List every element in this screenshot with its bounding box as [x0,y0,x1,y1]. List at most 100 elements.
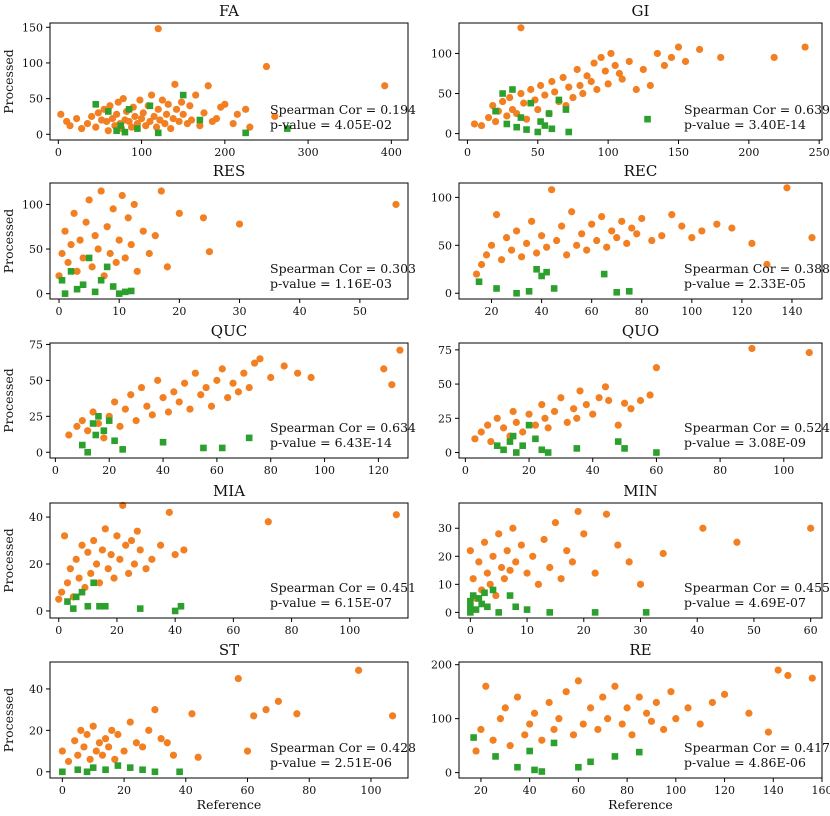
point-orange [784,671,792,680]
point-orange [213,376,221,384]
point-orange [103,223,111,231]
point-orange [590,59,598,67]
point-green [79,441,86,449]
point-orange [205,248,214,256]
point-green [519,442,526,449]
point-orange [658,232,666,240]
point-orange [525,410,533,418]
point-orange [648,236,656,245]
spearman-correlation: Spearman Cor = 0.194 [270,102,416,117]
point-orange [480,538,489,546]
panel-title: RE [629,641,651,659]
point-orange [541,91,549,99]
axes-frame [49,342,409,459]
panel-gi: GI 0 50 100 150 200 250 0 50 100 Spearman Cor = 0.… [431,2,830,159]
axes-frame [49,22,409,141]
y-tick-label: 100 [22,57,43,70]
point-orange [77,726,85,734]
point-orange [72,555,80,563]
point-orange [154,376,162,384]
point-orange [578,230,586,238]
point-orange [180,546,188,554]
p-value: p-value = 4.05E-02 [270,117,392,132]
point-green [176,768,183,776]
panel-title: QUC [211,322,247,340]
x-tick-label: 140 [763,784,784,797]
point-orange [66,565,74,573]
point-orange [466,547,474,555]
point-orange [583,72,591,80]
point-green [534,128,542,136]
point-orange [628,224,636,232]
point-green [100,427,108,434]
point-orange [509,407,517,416]
point-orange [538,736,546,744]
point-orange [147,91,156,99]
point-orange [242,105,250,113]
point-orange [163,739,171,747]
point-orange [489,552,497,560]
point-green [134,125,141,132]
point-orange [151,706,159,714]
spearman-correlation: Spearman Cor = 0.428 [270,740,416,755]
point-orange [594,725,602,734]
point-orange [171,80,179,88]
point-green [513,289,520,297]
point-orange [538,232,546,240]
point-orange [97,187,105,195]
point-green [562,106,570,113]
point-orange [527,85,535,94]
point-orange [274,697,282,705]
x-tick-label: 60 [210,464,224,477]
point-orange [570,405,578,413]
point-orange [574,507,582,516]
spearman-correlation: Spearman Cor = 0.451 [270,580,416,595]
point-orange [717,53,725,62]
x-tick-label: 0 [59,784,66,797]
point-green [91,288,99,296]
point-green [625,288,633,295]
point-orange [534,580,543,588]
point-orange [92,123,100,131]
point-green [475,278,483,286]
point-green [105,417,113,424]
point-orange [489,101,497,110]
y-tick-label: 40 [29,683,43,696]
point-orange [83,730,91,739]
point-orange [482,682,490,690]
point-orange [593,85,601,94]
point-green [506,592,514,599]
point-green [179,91,187,99]
point-orange [733,538,741,546]
point-orange [587,77,595,86]
p-value: p-value = 6.15E-07 [270,595,392,610]
y-tick-label: 0 [445,287,452,300]
point-orange [154,25,162,33]
point-orange [491,117,500,126]
point-orange [540,535,548,544]
panel-title: MIN [623,482,657,500]
point-orange [73,114,81,123]
point-orange [159,394,167,402]
point-orange [593,236,601,245]
point-orange [557,575,565,583]
point-orange [695,45,704,54]
point-orange [748,239,756,247]
point-orange [608,227,616,235]
point-orange [638,214,646,223]
point-green [537,118,544,125]
point-orange [186,405,194,413]
point-orange [262,62,271,71]
point-green [484,603,491,611]
point-orange [92,747,100,755]
point-green [467,603,474,611]
point-green [492,107,499,115]
point-orange [625,558,633,566]
x-tick-label: 10 [520,624,534,637]
x-tick-label: 0 [464,146,471,159]
point-orange [563,547,571,555]
point-orange [250,359,259,367]
p-value: p-value = 4.69E-07 [684,595,806,610]
y-tick-label: 0 [36,605,43,618]
point-green [538,272,545,280]
